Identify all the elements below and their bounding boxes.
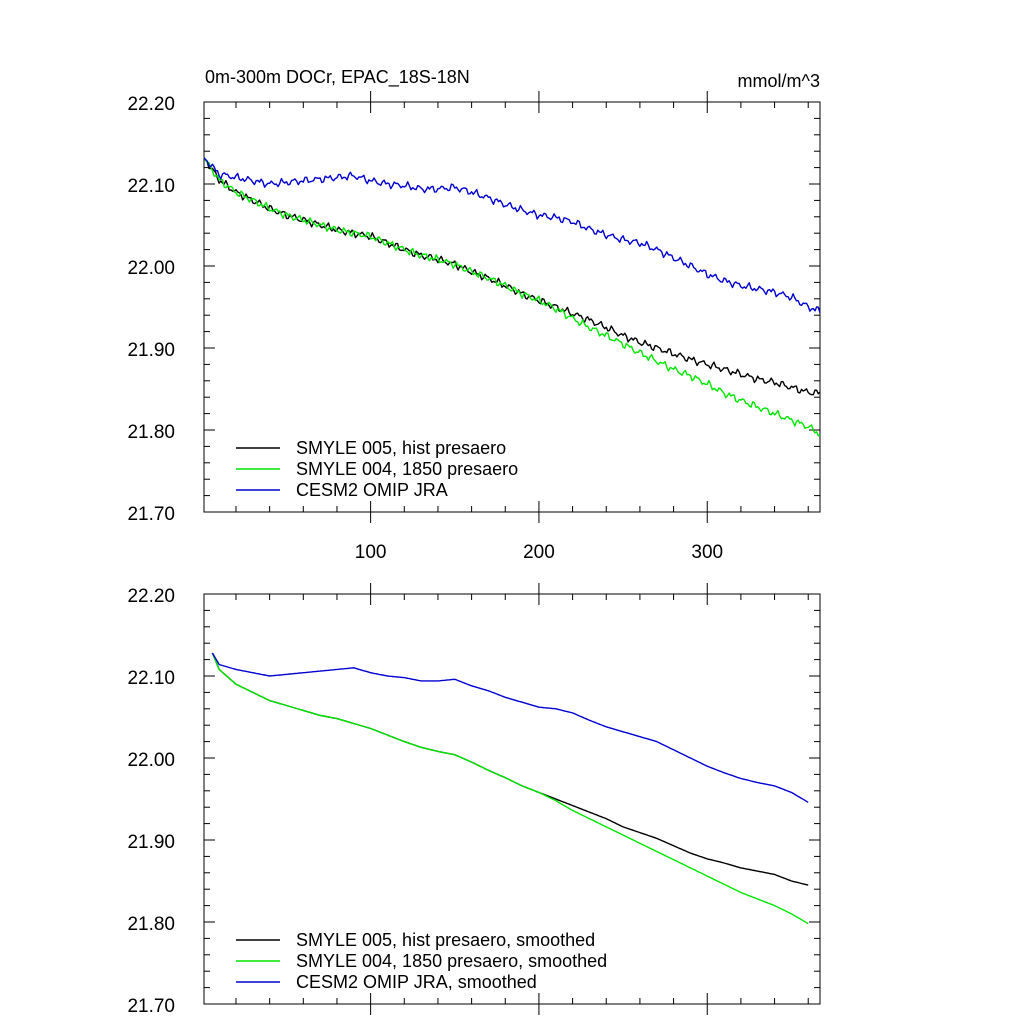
y-tick-label: 21.90 [127,340,175,361]
y-tick-label: 22.00 [127,258,175,279]
top-panel: 22.20 22.10 22.00 21.90 21.80 21.70 100 200 300 0… [127,67,821,563]
legend-label: CESM2 OMIP JRA, smoothed [296,972,537,992]
legend-label: SMYLE 005, hist presaero [296,438,506,458]
series-line-1 [203,157,821,396]
y-tick-label: 21.80 [127,422,175,443]
x-tick-label: 100 [355,542,387,563]
y-tick-label: 21.70 [127,504,175,525]
bottom-panel: 22.20 22.10 22.00 21.90 21.80 21.70 SMYLE 005,… [127,583,821,1017]
legend-label: SMYLE 005, hist presaero, smoothed [296,930,595,950]
y-tick-label: 22.00 [127,750,175,771]
legend: SMYLE 005, hist presaero, smoothedSMYLE … [236,930,607,992]
units-label: mmol/m^3 [738,71,820,91]
plot-frame [203,593,821,1005]
plot-frame [203,101,821,513]
legend-label: SMYLE 004, 1850 presaero, smoothed [296,951,607,971]
x-tick-label: 300 [691,542,723,563]
y-tick-label: 22.10 [127,668,175,689]
y-tick-label: 21.90 [127,832,175,853]
series-line-2 [203,157,821,437]
axis-ticks [204,583,820,1015]
x-tick-label: 200 [523,542,555,563]
chart-title: 0m-300m DOCr, EPAC_18S-18N [205,67,470,88]
series-line-3 [203,157,821,314]
y-tick-label: 22.20 [127,586,175,607]
y-tick-label: 22.10 [127,176,175,197]
y-tick-label: 21.80 [127,914,175,935]
series-line-1 [211,652,809,886]
y-tick-label: 21.70 [127,996,175,1017]
legend-label: SMYLE 004, 1850 presaero [296,459,518,479]
legend-label: CESM2 OMIP JRA [296,480,448,500]
series-line-3 [211,652,809,803]
axis-ticks [204,91,820,523]
series-line-2 [211,652,809,925]
y-tick-label: 22.20 [127,94,175,115]
